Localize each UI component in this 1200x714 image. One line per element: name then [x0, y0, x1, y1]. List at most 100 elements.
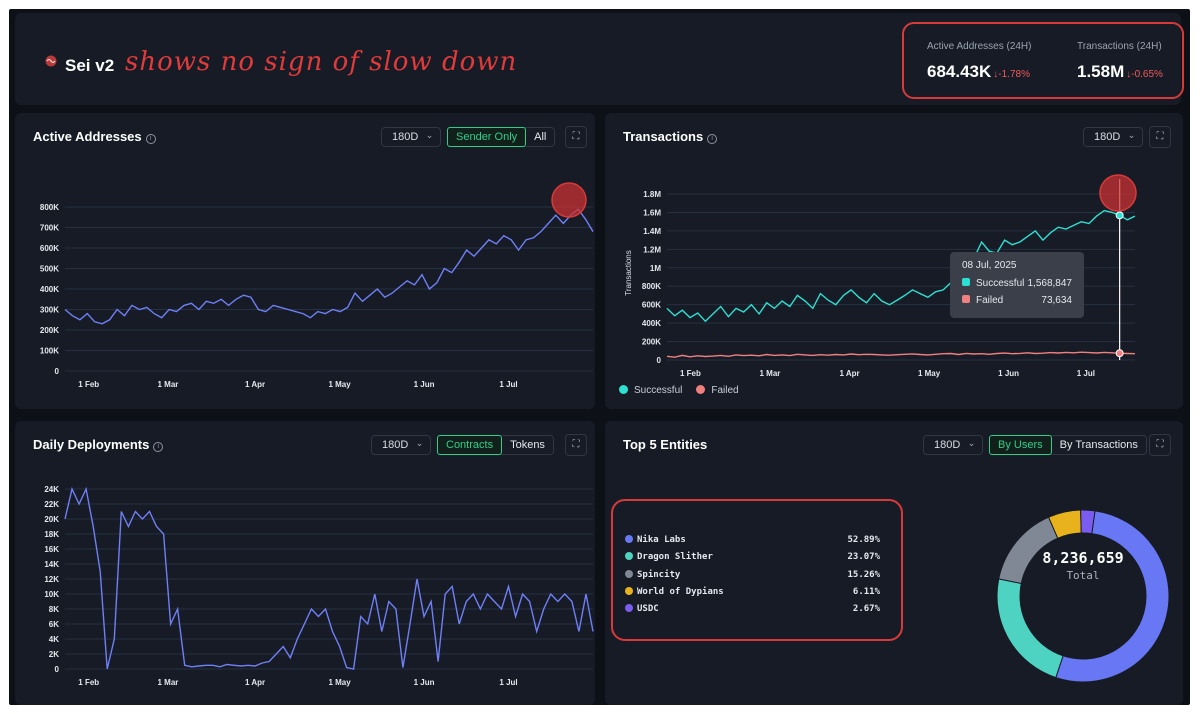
panel-title: Transactions i	[623, 129, 718, 144]
daily-deployments-panel: Daily Deployments i 180D ⌄ Contracts Token…	[15, 421, 595, 705]
donut-center: 8,236,659 Total	[1003, 549, 1163, 582]
y-tick-label: 1.8M	[643, 190, 661, 199]
chart-legend: Successful Failed	[619, 385, 739, 396]
tooltip-date: 08 Jul, 2025	[962, 260, 1017, 271]
toggle-all[interactable]: All	[534, 131, 547, 143]
legend-item-failed[interactable]: Failed	[696, 385, 739, 396]
donut-slice-nika-labs	[1055, 510, 1170, 683]
tooltip-value-failed: 73,634	[1041, 295, 1072, 306]
y-tick-label: 1.2M	[643, 245, 661, 254]
kpi-change: ↓-0.65%	[1126, 69, 1163, 80]
total-value: 8,236,659	[1042, 549, 1124, 567]
chevron-down-icon: ⌄	[415, 438, 424, 448]
legend-swatch	[962, 278, 970, 286]
top-entities-panel: Top 5 Entities 180D ⌄ By Users By Transac…	[605, 421, 1183, 705]
y-tick-label: 200K	[642, 338, 661, 347]
chevron-down-icon: ⌄	[425, 130, 434, 140]
kpi-active-addresses: Active Addresses (24H) 684.43K ↓-1.78%	[927, 41, 1032, 82]
info-icon[interactable]: i	[707, 134, 718, 144]
kpi-highlight-box: Active Addresses (24H) 684.43K ↓-1.78% Tr…	[902, 22, 1184, 99]
y-tick-label: 1M	[650, 264, 661, 273]
handwritten-annotation: shows no sign of slow down	[125, 47, 518, 77]
x-tick-label: 1 Feb	[680, 369, 701, 378]
range-dropdown[interactable]: 180D ⌄	[371, 435, 432, 455]
kpi-number: 1.58M	[1077, 62, 1125, 81]
range-dropdown[interactable]: 180D ⌄	[923, 435, 984, 455]
tooltip-row-successful: Successful	[962, 278, 1024, 289]
kpi-change: ↓-1.78%	[993, 69, 1030, 80]
toggle-sender-only[interactable]: Sender Only	[447, 127, 527, 147]
total-label: Total	[1066, 569, 1100, 582]
x-tick-label: 1 Mar	[158, 678, 179, 687]
fullscreen-icon[interactable]: ⛶	[565, 126, 587, 148]
y-tick-label: 20K	[44, 515, 59, 524]
y-tick-label: 22K	[44, 500, 59, 509]
entity-row[interactable]: Dragon Slither 23.07%	[625, 552, 880, 562]
kpi-value: 684.43K ↓-1.78%	[927, 62, 1032, 82]
chevron-down-icon: ⌄	[1127, 130, 1136, 140]
x-tick-label: 1 Jul	[499, 678, 517, 687]
hover-point	[1115, 211, 1124, 220]
x-tick-label: 1 Apr	[245, 380, 265, 389]
x-tick-label: 1 Mar	[158, 380, 179, 389]
x-tick-label: 1 Apr	[839, 369, 859, 378]
range-dropdown[interactable]: 180D ⌄	[1083, 127, 1144, 147]
toggle-by-transactions[interactable]: By Transactions	[1059, 439, 1138, 451]
y-tick-label: 12K	[44, 575, 59, 584]
y-tick-label: 2K	[49, 650, 59, 659]
panel-title: Active Addresses i	[33, 129, 156, 144]
active-addresses-panel: Active Addresses i 180D ⌄ Sender Only All …	[15, 113, 595, 409]
y-tick-label: 0	[657, 356, 662, 365]
transactions-chart: 0 200K 400K 600K 800K 1M 1.2M 1.4M 1.6M 1.8M 1 Feb…	[624, 174, 1137, 378]
entity-row[interactable]: Nika Labs 52.89%	[625, 535, 880, 545]
dashboard: Sei v2 shows no sign of slow down Active…	[9, 9, 1190, 705]
kpi-number: 684.43K	[927, 62, 992, 81]
y-tick-label: 16K	[44, 545, 59, 554]
hover-point	[1115, 349, 1124, 358]
kpi-label: Active Addresses (24H)	[927, 41, 1032, 52]
y-tick-label: 10K	[44, 590, 59, 599]
toggle-contracts[interactable]: Contracts	[437, 435, 503, 455]
kpi-label: Transactions (24H)	[1077, 41, 1162, 52]
entity-row[interactable]: USDC 2.67%	[625, 604, 880, 614]
toggle-tokens[interactable]: Tokens	[510, 439, 545, 451]
x-tick-label: 1 May	[328, 380, 351, 389]
x-tick-label: 1 Jul	[1077, 369, 1095, 378]
y-tick-label: 400K	[40, 285, 59, 294]
y-tick-label: 18K	[44, 530, 59, 539]
chevron-down-icon: ⌄	[967, 438, 976, 448]
info-icon[interactable]: i	[153, 442, 164, 452]
entity-row[interactable]: World of Dypians 6.11%	[625, 587, 880, 597]
legend-item-successful[interactable]: Successful	[619, 385, 682, 396]
daily-deployments-chart: 0 2K 4K 6K 8K 10K 12K 14K 16K 18K 20K 22K 24K 1 Feb 1 …	[44, 485, 594, 687]
page-title: Sei v2	[65, 56, 115, 75]
range-dropdown[interactable]: 180D ⌄	[381, 127, 442, 147]
entity-row[interactable]: Spincity 15.26%	[625, 570, 880, 580]
fullscreen-icon[interactable]: ⛶	[1149, 434, 1171, 456]
panel-title: Top 5 Entities	[623, 437, 708, 452]
y-tick-label: 400K	[642, 319, 661, 328]
toggle-by-users[interactable]: By Users	[989, 435, 1052, 455]
x-tick-label: 1 May	[328, 678, 351, 687]
series-line-failed	[666, 351, 1136, 358]
y-axis-label: Transactions	[624, 250, 633, 296]
y-tick-label: 600K	[40, 244, 59, 253]
fullscreen-icon[interactable]: ⛶	[565, 434, 587, 456]
fullscreen-icon[interactable]: ⛶	[1149, 126, 1171, 148]
y-tick-label: 500K	[40, 265, 59, 274]
sender-toggle: Sender Only All	[447, 127, 556, 147]
tooltip-value-successful: 1,568,847	[1027, 278, 1073, 289]
x-tick-label: 1 Jun	[414, 380, 435, 389]
y-tick-label: 600K	[642, 301, 661, 310]
kpi-value: 1.58M ↓-0.65%	[1077, 62, 1163, 82]
y-tick-label: 100K	[40, 347, 59, 356]
entities-donut-chart	[996, 509, 1170, 683]
y-tick-label: 700K	[40, 224, 59, 233]
x-tick-label: 1 May	[918, 369, 941, 378]
y-tick-label: 1.4M	[643, 227, 661, 236]
y-tick-label: 4K	[49, 635, 59, 644]
panel-title: Daily Deployments i	[33, 437, 164, 452]
info-icon[interactable]: i	[145, 134, 156, 144]
x-tick-label: 1 Mar	[760, 369, 781, 378]
kpi-transactions: Transactions (24H) 1.58M ↓-0.65%	[1077, 41, 1163, 82]
